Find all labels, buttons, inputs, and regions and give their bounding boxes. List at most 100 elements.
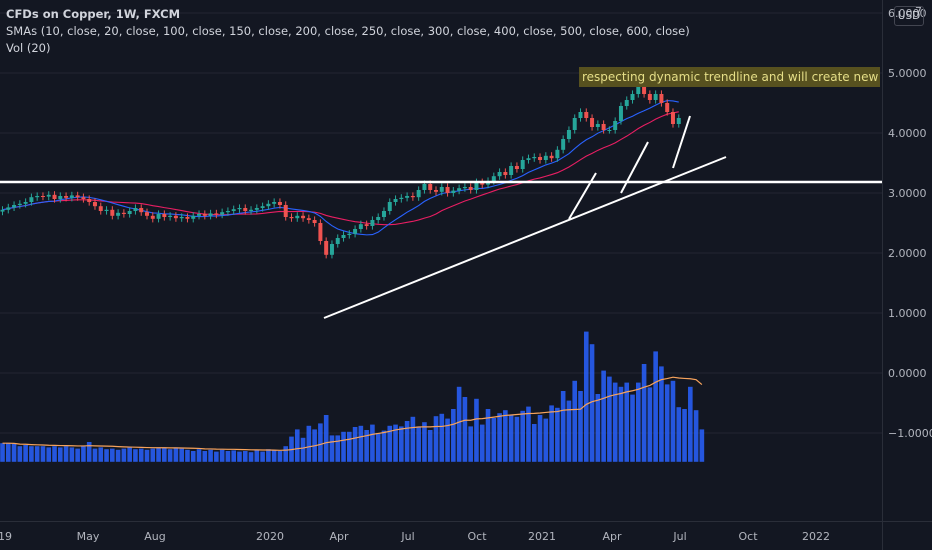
candle-body <box>145 212 149 216</box>
candle-body <box>214 213 219 215</box>
candle-body <box>659 94 664 103</box>
volume-bar <box>104 449 109 462</box>
candle-body <box>254 208 259 210</box>
volume-bar <box>40 446 46 462</box>
candle-body <box>58 196 63 199</box>
dynamic-trendline[interactable] <box>323 156 727 319</box>
volume-bar <box>549 405 554 462</box>
candle-body <box>676 118 681 124</box>
volume-bar <box>688 386 693 462</box>
y-tick-label: 2.0000 <box>888 247 927 260</box>
volume-bar <box>526 406 531 462</box>
candle-body <box>491 176 496 181</box>
candle-body <box>17 203 22 205</box>
candle-body <box>266 203 271 207</box>
candle-body <box>474 182 479 190</box>
volume-bar <box>133 449 138 462</box>
candle-body <box>133 208 138 211</box>
volume-bar <box>676 407 682 462</box>
sma-indicator-label[interactable]: SMAs (10, close, 20, close, 100, close, … <box>6 24 690 38</box>
candle-body <box>613 121 618 130</box>
volume-bar <box>52 446 57 462</box>
volume-bar <box>86 442 92 462</box>
y-tick-label: 7 <box>915 5 922 18</box>
volume-bar <box>503 410 508 462</box>
volume-bar <box>17 446 23 462</box>
candle-body <box>312 220 317 223</box>
volume-bar <box>583 331 589 462</box>
annotation-note[interactable]: respecting dynamic trendline and will cr… <box>579 67 880 87</box>
volume-bar <box>647 387 653 462</box>
volume-bar <box>387 425 393 462</box>
projection-line-2[interactable] <box>620 141 649 194</box>
candle-body <box>601 124 606 130</box>
volume-bar <box>393 424 398 462</box>
volume-bar <box>277 451 283 462</box>
candle-body <box>295 215 300 219</box>
volume-bar <box>248 452 254 462</box>
candle-body <box>393 199 398 202</box>
candle-body <box>549 155 554 159</box>
candle-body <box>272 202 277 204</box>
candle-body <box>561 139 566 150</box>
candle-body <box>104 209 109 211</box>
y-tick-label: −1.0000 <box>888 427 932 440</box>
currency-button[interactable]: USD <box>894 6 924 26</box>
volume-bar <box>555 407 560 462</box>
candle-body <box>75 195 80 198</box>
candle-body <box>110 209 115 216</box>
volume-bar <box>121 448 127 462</box>
x-tick-label: Jul <box>672 530 686 543</box>
candle-body <box>468 187 473 190</box>
x-tick-label: Apr <box>329 530 349 543</box>
symbol-title[interactable]: CFDs on Copper, 1W, FXCM <box>6 7 181 21</box>
candle-body <box>81 197 86 199</box>
volume-bar <box>427 430 433 462</box>
volume-bar <box>294 429 300 462</box>
candle-body <box>301 215 306 219</box>
candle-body <box>590 118 595 127</box>
x-tick-label: Jul <box>400 530 414 543</box>
candle-body <box>578 112 583 118</box>
volume-bar <box>115 449 121 462</box>
candle-body <box>225 211 230 213</box>
volume-bar <box>601 370 606 462</box>
volume-indicator-label[interactable]: Vol (20) <box>6 41 51 55</box>
volume-bar <box>208 449 213 462</box>
projection-line-1[interactable] <box>568 172 597 220</box>
candle-body <box>35 196 40 198</box>
volume-bar <box>306 425 312 462</box>
volume-bar <box>439 413 445 462</box>
candle-body <box>520 160 525 169</box>
volume-bar <box>5 443 11 462</box>
volume-bar <box>682 409 687 462</box>
volume-bar <box>589 344 595 462</box>
volume-bar <box>63 446 69 462</box>
y-tick-label: 5.0000 <box>888 67 927 80</box>
volume-bar <box>485 409 491 462</box>
candle-body <box>191 215 196 219</box>
volume-bar <box>381 430 387 462</box>
candle-body <box>387 202 392 211</box>
candle-body <box>353 229 358 234</box>
x-tick-label: Oct <box>467 530 487 543</box>
volume-bar <box>127 447 132 462</box>
volume-bar <box>578 391 583 462</box>
volume-bar <box>179 448 184 462</box>
volume-bar <box>670 380 676 462</box>
candle-body <box>249 209 254 211</box>
candle-body <box>670 112 675 124</box>
volume-bar <box>433 416 439 462</box>
candle-body <box>289 217 294 219</box>
projection-line-3[interactable] <box>672 115 691 169</box>
volume-bar <box>659 366 664 462</box>
volume-bar <box>11 443 17 462</box>
candle-body <box>451 190 456 193</box>
x-tick-label: 2020 <box>256 530 284 543</box>
volume-bar <box>341 431 346 462</box>
volume-bar <box>150 448 156 462</box>
volume-bar <box>410 416 416 462</box>
volume-bar <box>618 386 624 462</box>
volume-bar <box>566 400 572 462</box>
